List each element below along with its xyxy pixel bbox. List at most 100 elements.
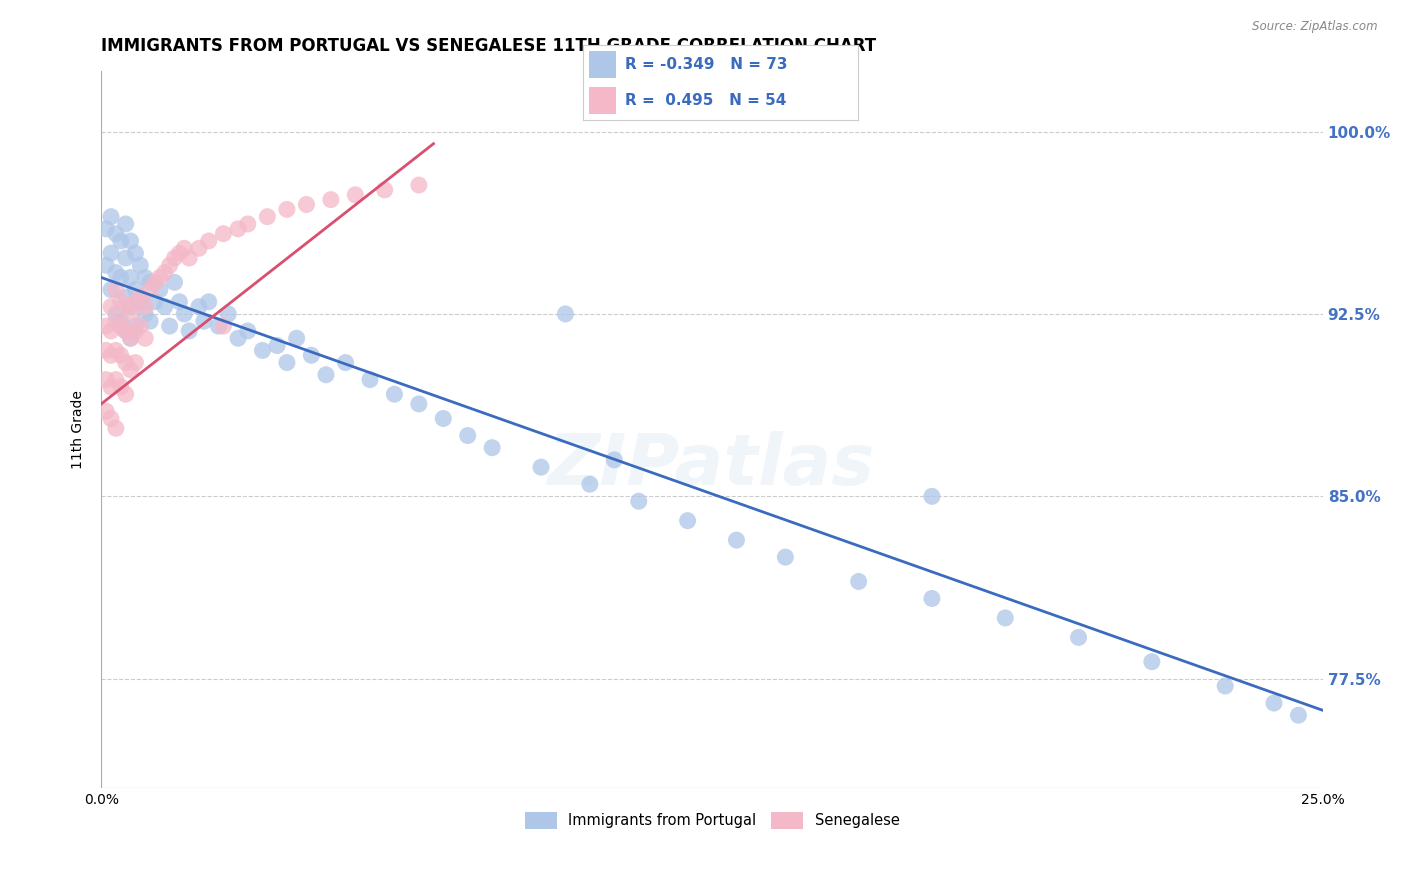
Point [104,314,127,328]
Point [139,314,162,328]
Point [994,611,1017,625]
Point [408,178,430,192]
Point [100,324,122,338]
Point [120,270,142,285]
Text: Source: ZipAtlas.com: Source: ZipAtlas.com [1253,20,1378,33]
Point [104,283,127,297]
Point [120,363,142,377]
Point [110,270,132,285]
Point [134,300,156,314]
Point [848,574,870,589]
Point [124,294,146,309]
Point [100,283,122,297]
Point [179,251,201,265]
Point [252,343,274,358]
Point [921,489,943,503]
Point [173,241,195,255]
Text: ZIPatlas: ZIPatlas [548,431,876,500]
Point [226,331,249,345]
Point [94,319,117,334]
Point [114,355,136,369]
Point [169,246,191,260]
Point [359,373,381,387]
Point [217,307,239,321]
Point [179,324,201,338]
Point [481,441,503,455]
Point [163,251,186,265]
Point [921,591,943,606]
Point [104,421,127,435]
Point [114,251,136,265]
Point [134,270,156,285]
Point [104,266,127,280]
Point [603,453,626,467]
Point [104,307,127,321]
Point [432,411,454,425]
Point [124,319,146,334]
Point [153,300,176,314]
Y-axis label: 11th Grade: 11th Grade [72,390,86,469]
Bar [589,52,616,78]
Point [335,355,357,369]
Point [775,550,797,565]
Point [100,411,122,425]
Point [1140,655,1163,669]
Point [226,222,249,236]
Point [110,294,132,309]
Point [114,324,136,338]
Point [129,294,152,309]
Point [266,338,288,352]
Point [374,183,396,197]
Point [207,319,229,334]
Point [256,210,278,224]
Point [120,300,142,314]
Point [530,460,553,475]
Point [159,258,181,272]
Point [110,380,132,394]
Point [100,300,122,314]
Point [104,373,127,387]
Point [124,283,146,297]
Point [212,227,235,241]
Point [197,294,219,309]
Point [236,324,259,338]
Point [554,307,576,321]
Point [124,355,146,369]
Point [1067,631,1090,645]
Text: R = -0.349   N = 73: R = -0.349 N = 73 [624,57,787,72]
Point [104,343,127,358]
Point [276,355,298,369]
Point [1288,708,1310,723]
Point [187,241,209,255]
Point [676,514,699,528]
Point [124,246,146,260]
Bar [589,87,616,113]
Point [129,290,152,304]
Point [159,319,181,334]
Point [110,234,132,248]
Text: IMMIGRANTS FROM PORTUGAL VS SENEGALESE 11TH GRADE CORRELATION CHART: IMMIGRANTS FROM PORTUGAL VS SENEGALESE 1… [101,37,876,55]
Point [120,307,142,321]
Point [344,187,367,202]
Point [1263,696,1285,710]
Point [134,307,156,321]
Point [295,197,318,211]
Point [120,331,142,345]
Point [134,331,156,345]
Point [120,331,142,345]
Point [110,319,132,334]
Point [94,258,117,272]
Point [187,300,209,314]
Point [120,234,142,248]
Point [163,276,186,290]
Point [114,290,136,304]
Point [276,202,298,217]
Point [100,348,122,362]
Point [114,387,136,401]
Point [94,404,117,418]
Point [149,283,172,297]
Legend: Immigrants from Portugal, Senegalese: Immigrants from Portugal, Senegalese [519,806,905,835]
Text: R =  0.495   N = 54: R = 0.495 N = 54 [624,93,786,108]
Point [299,348,322,362]
Point [100,246,122,260]
